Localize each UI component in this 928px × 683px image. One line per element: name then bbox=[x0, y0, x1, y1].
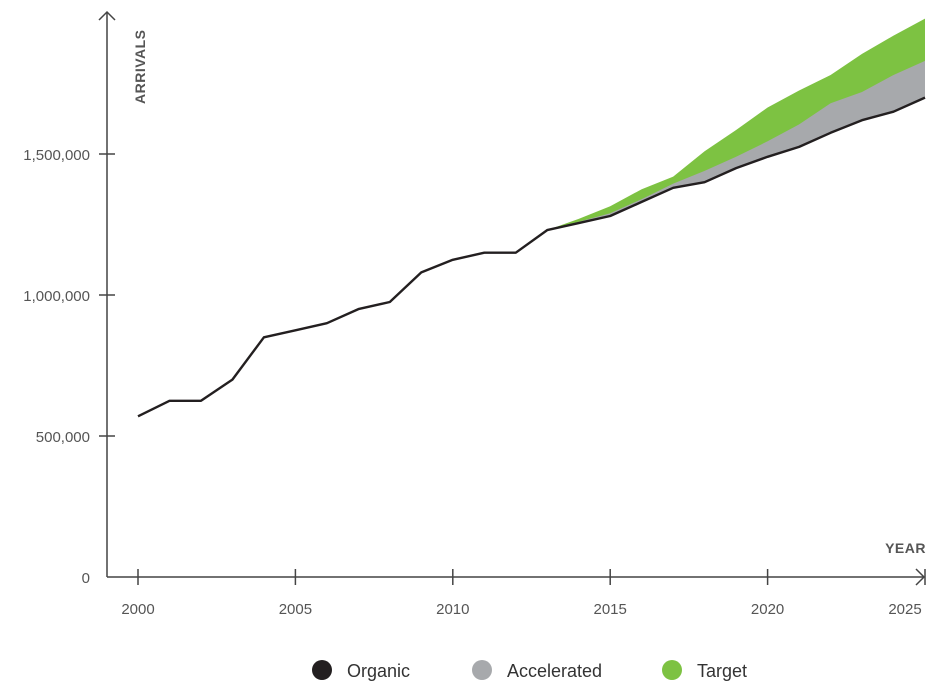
legend-label: Target bbox=[697, 661, 747, 681]
legend-label: Organic bbox=[347, 661, 410, 681]
x-tick-label: 2015 bbox=[594, 601, 627, 618]
line-layer bbox=[137, 96, 926, 418]
ticks: 2000 2005 2010 2015 2020 2025 0 500,000 1,000,00… bbox=[23, 147, 926, 618]
x-tick-label: 2005 bbox=[279, 601, 312, 618]
legend-item-organic: Organic bbox=[312, 660, 410, 681]
y-axis-arrowhead bbox=[98, 10, 116, 21]
y-tick-label: 1,000,000 bbox=[23, 288, 90, 305]
x-axis-arrowhead bbox=[915, 568, 926, 586]
x-tick-label: 2020 bbox=[751, 601, 784, 618]
x-axis-title: YEAR bbox=[885, 540, 926, 556]
x-tick-label: 2010 bbox=[436, 601, 469, 618]
legend-swatch bbox=[312, 660, 332, 680]
y-tick-label: 1,500,000 bbox=[23, 147, 90, 164]
line-organic bbox=[137, 96, 926, 418]
legend-swatch bbox=[472, 660, 492, 680]
y-tick-label: 0 bbox=[82, 570, 90, 587]
area-layer bbox=[547, 18, 925, 231]
legend-label: Accelerated bbox=[507, 661, 602, 681]
y-tick-label: 500,000 bbox=[36, 429, 90, 446]
x-tick-label: 2025 bbox=[888, 601, 921, 618]
legend-item-accelerated: Accelerated bbox=[472, 660, 602, 681]
y-axis-title: ARRIVALS bbox=[132, 29, 148, 104]
legend: Organic Accelerated Target bbox=[312, 660, 747, 681]
area-target bbox=[547, 18, 925, 231]
x-tick-label: 2000 bbox=[121, 601, 154, 618]
legend-swatch bbox=[662, 660, 682, 680]
legend-item-target: Target bbox=[662, 660, 747, 681]
